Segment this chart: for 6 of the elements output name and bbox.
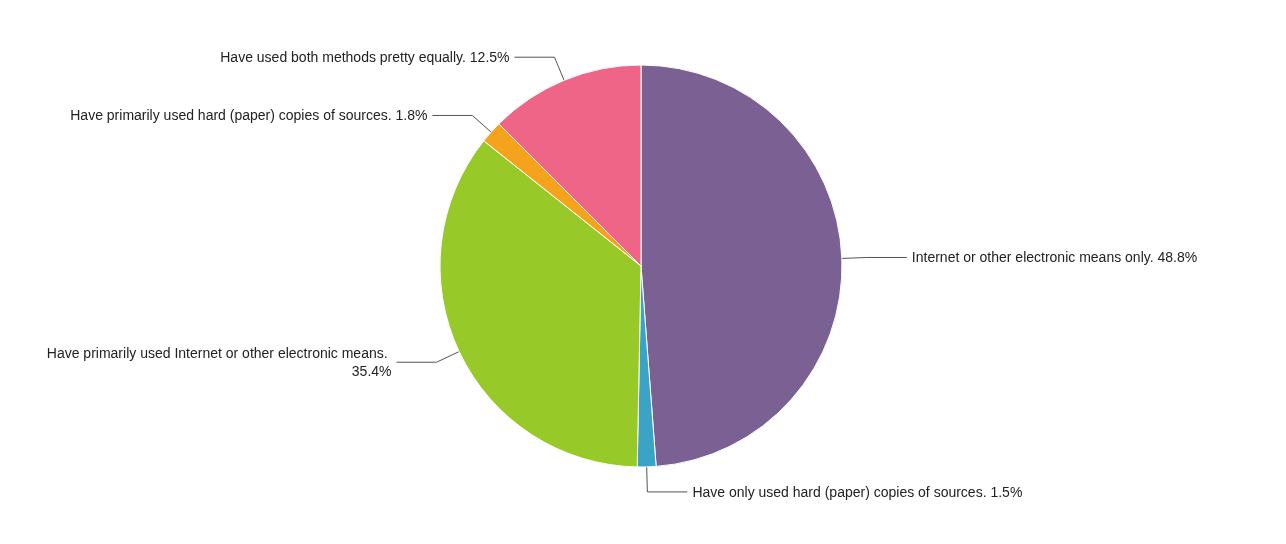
slice-label: Internet or other electronic means only. 48.8% bbox=[911, 249, 1198, 266]
slice-label: Have only used hard (paper) copies of sources. 1.5% bbox=[692, 483, 1023, 500]
slice-label: Have primarily used hard (paper) copies of sources. 1.8% bbox=[70, 107, 428, 124]
slice-label: Have primarily used Internet or other electronic means. bbox=[46, 345, 392, 362]
data-label: 35.4% bbox=[351, 363, 392, 380]
slice-label: Have used both methods pretty equally. 12.5% bbox=[220, 49, 510, 66]
